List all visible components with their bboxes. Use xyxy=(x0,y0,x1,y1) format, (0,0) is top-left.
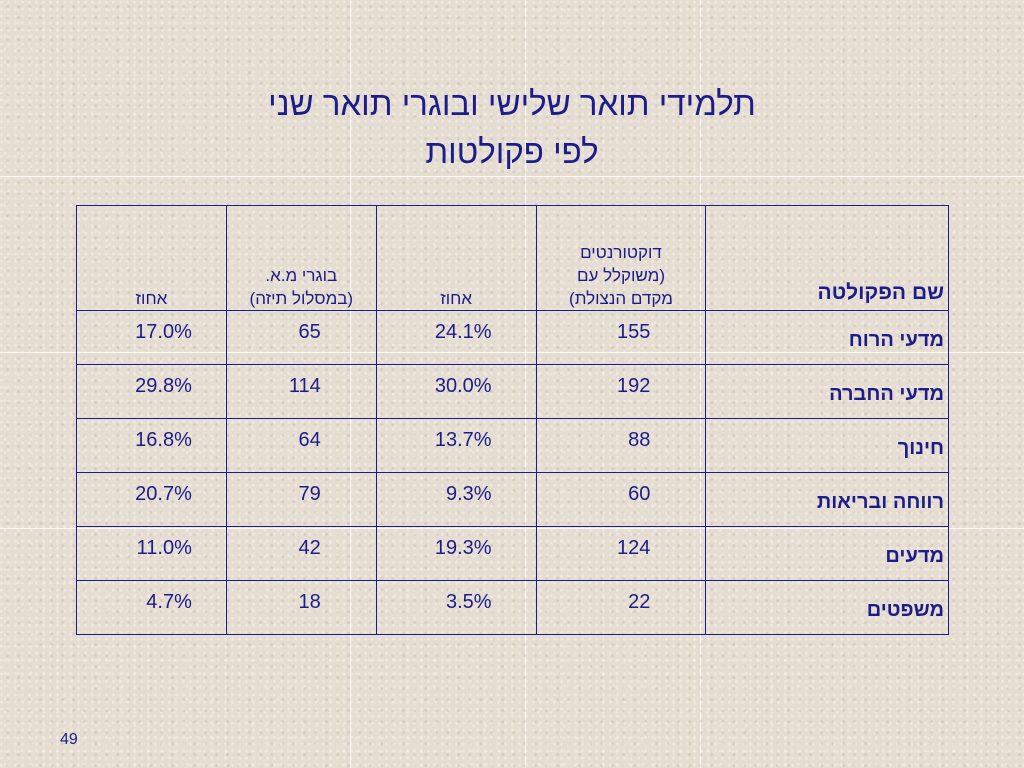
cell-faculty: משפטים xyxy=(705,580,949,635)
header-ma-line-2: (במסלול תיזה) xyxy=(249,289,354,308)
slide-title-line-1: תלמידי תואר שלישי ובוגרי תואר שני xyxy=(268,85,756,122)
cell-percent-ma: 29.8% xyxy=(76,364,227,419)
table-row: רווחה ובריאות 60 9.3% 79 20.7% xyxy=(76,472,949,527)
header-doctoral-line-3: מקדם הנצולת) xyxy=(569,289,673,308)
slide-title-line-2: לפי פקולטות xyxy=(425,133,599,170)
header-ma: בוגרי מ.א. (במסלול תיזה) xyxy=(225,205,377,311)
cell-ma: 18 xyxy=(225,580,377,635)
cell-doctoral: 88 xyxy=(535,418,707,473)
cell-doctoral: 22 xyxy=(535,580,707,635)
cell-ma: 79 xyxy=(225,472,377,527)
cell-doctoral: 155 xyxy=(535,310,707,365)
slide-title: תלמידי תואר שלישי ובוגרי תואר שני לפי פק… xyxy=(0,80,1024,176)
cell-ma: 42 xyxy=(225,526,377,581)
cell-percent-ma: 17.0% xyxy=(76,310,227,365)
header-ma-line-1: בוגרי מ.א. xyxy=(265,266,338,285)
cell-percent-ma: 4.7% xyxy=(76,580,227,635)
cell-doctoral: 124 xyxy=(535,526,707,581)
page-number: 49 xyxy=(60,731,78,748)
table-row: מדעי החברה 192 30.0% 114 29.8% xyxy=(76,364,949,419)
cell-ma: 114 xyxy=(225,364,377,419)
table-row: מדעי הרוח 155 24.1% 65 17.0% xyxy=(76,310,949,365)
cell-doctoral: 192 xyxy=(535,364,707,419)
faculty-table: שם הפקולטה דוקטורנטים (משוקלל עם מקדם הנ… xyxy=(76,205,949,635)
table-row: חינוך 88 13.7% 64 16.8% xyxy=(76,418,949,473)
cell-percent-doctoral: 3.5% xyxy=(375,580,537,635)
table-row: משפטים 22 3.5% 18 4.7% xyxy=(76,580,949,635)
header-percent-doctoral: אחוז xyxy=(375,205,537,311)
cell-faculty: רווחה ובריאות xyxy=(705,472,949,527)
cell-doctoral: 60 xyxy=(535,472,707,527)
cell-faculty: מדעי החברה xyxy=(705,364,949,419)
table-header-row: שם הפקולטה דוקטורנטים (משוקלל עם מקדם הנ… xyxy=(76,205,949,311)
cell-ma: 64 xyxy=(225,418,377,473)
cell-percent-ma: 16.8% xyxy=(76,418,227,473)
cell-percent-ma: 20.7% xyxy=(76,472,227,527)
header-doctoral-line-1: דוקטורנטים xyxy=(580,243,662,262)
header-doctoral-line-2: (משוקלל עם xyxy=(576,266,665,285)
cell-faculty: מדעים xyxy=(705,526,949,581)
cell-faculty: מדעי הרוח xyxy=(705,310,949,365)
cell-percent-doctoral: 19.3% xyxy=(375,526,537,581)
table-row: מדעים 124 19.3% 42 11.0% xyxy=(76,526,949,581)
header-faculty: שם הפקולטה xyxy=(705,205,949,311)
cell-ma: 65 xyxy=(225,310,377,365)
cell-percent-ma: 11.0% xyxy=(76,526,227,581)
cell-percent-doctoral: 30.0% xyxy=(375,364,537,419)
cell-percent-doctoral: 24.1% xyxy=(375,310,537,365)
cell-faculty: חינוך xyxy=(705,418,949,473)
cell-percent-doctoral: 9.3% xyxy=(375,472,537,527)
header-doctoral: דוקטורנטים (משוקלל עם מקדם הנצולת) xyxy=(535,205,707,311)
header-percent-ma: אחוז xyxy=(76,205,227,311)
cell-percent-doctoral: 13.7% xyxy=(375,418,537,473)
